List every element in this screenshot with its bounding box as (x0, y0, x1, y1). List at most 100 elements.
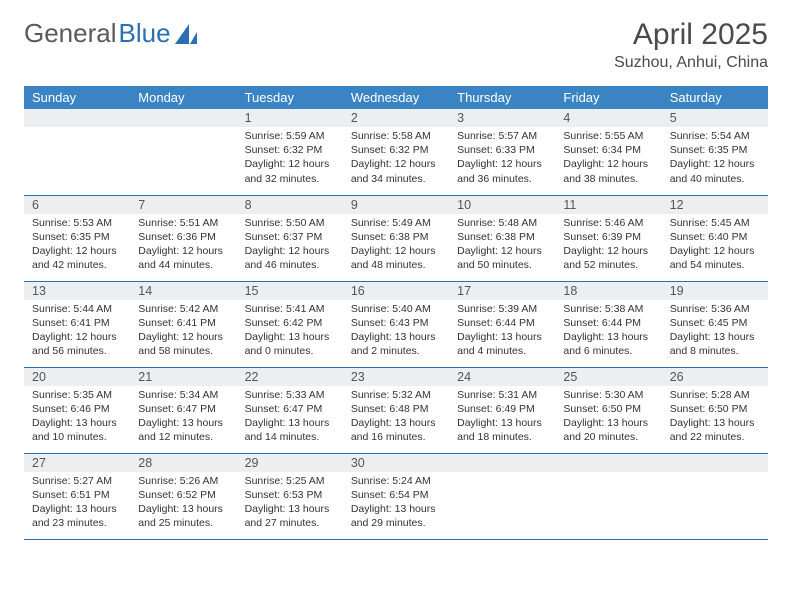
day-number (449, 454, 555, 472)
sunrise-text: Sunrise: 5:59 AM (245, 129, 335, 143)
day-body: Sunrise: 5:40 AMSunset: 6:43 PMDaylight:… (343, 300, 449, 365)
calendar-cell: 17Sunrise: 5:39 AMSunset: 6:44 PMDayligh… (449, 281, 555, 367)
day-body: Sunrise: 5:54 AMSunset: 6:35 PMDaylight:… (662, 127, 768, 192)
sunset-text: Sunset: 6:44 PM (457, 316, 547, 330)
day-number: 8 (237, 196, 343, 214)
sunrise-text: Sunrise: 5:57 AM (457, 129, 547, 143)
sunrise-text: Sunrise: 5:40 AM (351, 302, 441, 316)
logo: GeneralBlue (24, 18, 197, 49)
calendar-cell: 4Sunrise: 5:55 AMSunset: 6:34 PMDaylight… (555, 109, 661, 195)
sunset-text: Sunset: 6:45 PM (670, 316, 760, 330)
sunset-text: Sunset: 6:44 PM (563, 316, 653, 330)
day-number: 12 (662, 196, 768, 214)
day-of-week-header: Tuesday (237, 86, 343, 109)
daylight-text: Daylight: 13 hours and 23 minutes. (32, 502, 122, 530)
sunrise-text: Sunrise: 5:55 AM (563, 129, 653, 143)
daylight-text: Daylight: 12 hours and 40 minutes. (670, 157, 760, 185)
sunrise-text: Sunrise: 5:46 AM (563, 216, 653, 230)
sunset-text: Sunset: 6:53 PM (245, 488, 335, 502)
daylight-text: Daylight: 12 hours and 42 minutes. (32, 244, 122, 272)
calendar-cell: 29Sunrise: 5:25 AMSunset: 6:53 PMDayligh… (237, 453, 343, 539)
daylight-text: Daylight: 13 hours and 10 minutes. (32, 416, 122, 444)
calendar-cell: 2Sunrise: 5:58 AMSunset: 6:32 PMDaylight… (343, 109, 449, 195)
sunrise-text: Sunrise: 5:54 AM (670, 129, 760, 143)
sunrise-text: Sunrise: 5:34 AM (138, 388, 228, 402)
calendar-cell (662, 453, 768, 539)
sunrise-text: Sunrise: 5:24 AM (351, 474, 441, 488)
daylight-text: Daylight: 12 hours and 34 minutes. (351, 157, 441, 185)
sunrise-text: Sunrise: 5:44 AM (32, 302, 122, 316)
day-body: Sunrise: 5:33 AMSunset: 6:47 PMDaylight:… (237, 386, 343, 451)
day-number: 21 (130, 368, 236, 386)
daylight-text: Daylight: 12 hours and 44 minutes. (138, 244, 228, 272)
month-title: April 2025 (614, 18, 768, 52)
sunset-text: Sunset: 6:35 PM (32, 230, 122, 244)
sunset-text: Sunset: 6:50 PM (563, 402, 653, 416)
calendar-cell: 1Sunrise: 5:59 AMSunset: 6:32 PMDaylight… (237, 109, 343, 195)
calendar-cell: 14Sunrise: 5:42 AMSunset: 6:41 PMDayligh… (130, 281, 236, 367)
day-body: Sunrise: 5:30 AMSunset: 6:50 PMDaylight:… (555, 386, 661, 451)
day-body: Sunrise: 5:28 AMSunset: 6:50 PMDaylight:… (662, 386, 768, 451)
daylight-text: Daylight: 12 hours and 46 minutes. (245, 244, 335, 272)
calendar-cell: 15Sunrise: 5:41 AMSunset: 6:42 PMDayligh… (237, 281, 343, 367)
calendar-cell: 18Sunrise: 5:38 AMSunset: 6:44 PMDayligh… (555, 281, 661, 367)
sunrise-text: Sunrise: 5:35 AM (32, 388, 122, 402)
calendar-cell: 13Sunrise: 5:44 AMSunset: 6:41 PMDayligh… (24, 281, 130, 367)
day-number: 10 (449, 196, 555, 214)
day-number: 18 (555, 282, 661, 300)
location: Suzhou, Anhui, China (614, 54, 768, 72)
day-number: 22 (237, 368, 343, 386)
sunset-text: Sunset: 6:49 PM (457, 402, 547, 416)
sunrise-text: Sunrise: 5:31 AM (457, 388, 547, 402)
sunrise-text: Sunrise: 5:49 AM (351, 216, 441, 230)
day-of-week-header: Wednesday (343, 86, 449, 109)
calendar-cell: 10Sunrise: 5:48 AMSunset: 6:38 PMDayligh… (449, 195, 555, 281)
calendar-cell: 16Sunrise: 5:40 AMSunset: 6:43 PMDayligh… (343, 281, 449, 367)
day-body: Sunrise: 5:45 AMSunset: 6:40 PMDaylight:… (662, 214, 768, 279)
logo-text-general: General (24, 18, 117, 49)
sunset-text: Sunset: 6:32 PM (351, 143, 441, 157)
day-number: 23 (343, 368, 449, 386)
day-number: 30 (343, 454, 449, 472)
calendar-cell: 19Sunrise: 5:36 AMSunset: 6:45 PMDayligh… (662, 281, 768, 367)
calendar-cell (555, 453, 661, 539)
day-body: Sunrise: 5:42 AMSunset: 6:41 PMDaylight:… (130, 300, 236, 365)
day-of-week-header: Saturday (662, 86, 768, 109)
calendar-cell: 22Sunrise: 5:33 AMSunset: 6:47 PMDayligh… (237, 367, 343, 453)
sunrise-text: Sunrise: 5:26 AM (138, 474, 228, 488)
daylight-text: Daylight: 12 hours and 52 minutes. (563, 244, 653, 272)
day-number: 3 (449, 109, 555, 127)
day-number: 11 (555, 196, 661, 214)
sunset-text: Sunset: 6:39 PM (563, 230, 653, 244)
day-body: Sunrise: 5:48 AMSunset: 6:38 PMDaylight:… (449, 214, 555, 279)
calendar-cell: 23Sunrise: 5:32 AMSunset: 6:48 PMDayligh… (343, 367, 449, 453)
days-of-week-row: SundayMondayTuesdayWednesdayThursdayFrid… (24, 86, 768, 109)
day-body: Sunrise: 5:32 AMSunset: 6:48 PMDaylight:… (343, 386, 449, 451)
calendar-week-row: 27Sunrise: 5:27 AMSunset: 6:51 PMDayligh… (24, 453, 768, 539)
day-body (130, 127, 236, 135)
sunrise-text: Sunrise: 5:42 AM (138, 302, 228, 316)
sunset-text: Sunset: 6:34 PM (563, 143, 653, 157)
sunset-text: Sunset: 6:36 PM (138, 230, 228, 244)
daylight-text: Daylight: 13 hours and 22 minutes. (670, 416, 760, 444)
day-number: 1 (237, 109, 343, 127)
day-body: Sunrise: 5:31 AMSunset: 6:49 PMDaylight:… (449, 386, 555, 451)
day-body: Sunrise: 5:59 AMSunset: 6:32 PMDaylight:… (237, 127, 343, 192)
day-number (555, 454, 661, 472)
day-number: 26 (662, 368, 768, 386)
day-number: 14 (130, 282, 236, 300)
daylight-text: Daylight: 13 hours and 14 minutes. (245, 416, 335, 444)
sunset-text: Sunset: 6:51 PM (32, 488, 122, 502)
day-body: Sunrise: 5:35 AMSunset: 6:46 PMDaylight:… (24, 386, 130, 451)
daylight-text: Daylight: 13 hours and 2 minutes. (351, 330, 441, 358)
day-body: Sunrise: 5:49 AMSunset: 6:38 PMDaylight:… (343, 214, 449, 279)
calendar-week-row: 1Sunrise: 5:59 AMSunset: 6:32 PMDaylight… (24, 109, 768, 195)
daylight-text: Daylight: 13 hours and 8 minutes. (670, 330, 760, 358)
calendar-week-row: 13Sunrise: 5:44 AMSunset: 6:41 PMDayligh… (24, 281, 768, 367)
daylight-text: Daylight: 12 hours and 38 minutes. (563, 157, 653, 185)
day-number: 19 (662, 282, 768, 300)
calendar-cell: 20Sunrise: 5:35 AMSunset: 6:46 PMDayligh… (24, 367, 130, 453)
calendar-cell: 30Sunrise: 5:24 AMSunset: 6:54 PMDayligh… (343, 453, 449, 539)
day-body: Sunrise: 5:51 AMSunset: 6:36 PMDaylight:… (130, 214, 236, 279)
calendar-cell: 24Sunrise: 5:31 AMSunset: 6:49 PMDayligh… (449, 367, 555, 453)
